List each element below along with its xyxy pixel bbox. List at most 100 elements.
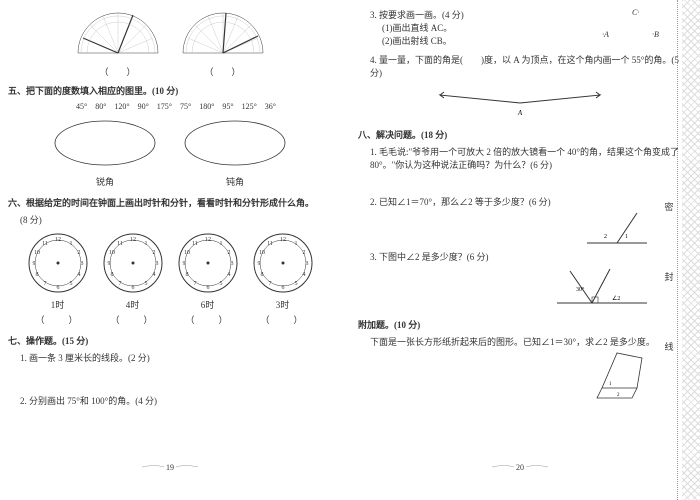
svg-text:9: 9 (257, 261, 260, 267)
svg-text:10: 10 (109, 250, 115, 256)
svg-text:7: 7 (43, 281, 46, 287)
pt-c: C· (632, 8, 639, 17)
obtuse-label: 钝角 (180, 175, 290, 188)
oval-acute: 锐角 (50, 118, 160, 188)
svg-text:4: 4 (302, 272, 305, 278)
section-7: 七、操作题。(15 分) 1. 画一条 3 厘米长的线段。(2 分) 2. 分别… (8, 334, 332, 407)
svg-text:3: 3 (230, 261, 233, 267)
svg-text:7: 7 (118, 281, 121, 287)
protractor-2: （ ） (178, 8, 268, 78)
svg-text:10: 10 (259, 250, 265, 256)
sec8-q3: 3. 下图中∠2 是多少度？(6 分) (370, 250, 682, 263)
svg-text:11: 11 (267, 241, 273, 247)
extra-q: 下面是一张长方形纸折起来后的图形。已知∠1＝30°，求∠2 是多少度。 (370, 335, 682, 348)
svg-text:20: 20 (516, 463, 524, 472)
svg-text:1: 1 (625, 234, 628, 240)
svg-text:11: 11 (42, 241, 48, 247)
svg-text:10: 10 (184, 250, 190, 256)
pt-b: ·B (652, 30, 659, 39)
clock-1: 121234567891011 1时 （ ） (25, 232, 90, 326)
svg-text:2: 2 (227, 250, 230, 256)
svg-text:5: 5 (294, 281, 297, 287)
svg-text:5: 5 (219, 281, 222, 287)
sec7-continued: 3. 按要求画一画。(4 分) (1)画出直线 AC。 (2)画出射线 CB。 … (358, 8, 682, 120)
sec6-points: (8 分) (20, 213, 332, 226)
clock-time: 4时 (100, 298, 165, 311)
sec7-title: 七、操作题。(15 分) (8, 334, 332, 347)
svg-text:∠2: ∠2 (612, 295, 620, 302)
clock-time: 6时 (175, 298, 240, 311)
sec8-title: 八、解决问题。(18 分) (358, 128, 682, 141)
svg-text:12: 12 (130, 237, 136, 243)
section-6: 六、根据给定的时间在钟面上画出时针和分针，看看时针和分针形成什么角。 (8 分)… (8, 196, 332, 326)
seal-mi: 密 (663, 200, 675, 213)
svg-text:8: 8 (185, 272, 188, 278)
svg-text:7: 7 (193, 281, 196, 287)
clock-time: 3时 (250, 298, 315, 311)
protractor-1: （ ） (73, 8, 163, 78)
svg-text:11: 11 (192, 241, 198, 247)
svg-text:6: 6 (281, 285, 284, 291)
svg-text:9: 9 (107, 261, 110, 267)
clocks-row: 121234567891011 1时 （ ） 121234567891011 4… (8, 232, 332, 326)
svg-text:2: 2 (77, 250, 80, 256)
pt-a: ·A (602, 30, 609, 39)
svg-text:9: 9 (182, 261, 185, 267)
points-diagram: C· ·A ·B (592, 8, 682, 47)
svg-text:9: 9 (32, 261, 35, 267)
section-extra: 附加题。(10 分) 下面是一张长方形纸折起来后的图形。已知∠1＝30°，求∠2… (358, 318, 682, 405)
page-left: （ ） （ ） 五、把下面的度数填入相应的图里。(10 分) 45° 80° 1… (0, 0, 340, 480)
q3a: (1)画出直线 AC。 (382, 21, 592, 34)
extra-title: 附加题。(10 分) (358, 318, 682, 331)
clock-time: 1时 (25, 298, 90, 311)
page-number-left: 19 (140, 459, 200, 476)
svg-text:12: 12 (55, 237, 61, 243)
clock-paren: （ ） (250, 313, 315, 326)
svg-text:11: 11 (117, 241, 123, 247)
q3: 3. 按要求画一画。(4 分) (370, 8, 592, 21)
clock-4: 121234567891011 4时 （ ） (100, 232, 165, 326)
svg-text:3: 3 (155, 261, 158, 267)
svg-text:4: 4 (152, 272, 155, 278)
angle-list: 45° 80° 120° 90° 175° 75° 180° 95° 125° … (20, 101, 332, 112)
page-number-right: 20 (490, 459, 550, 476)
page-right: 3. 按要求画一画。(4 分) (1)画出直线 AC。 (2)画出射线 CB。 … (350, 0, 690, 480)
clock-3: 121234567891011 3时 （ ） (250, 232, 315, 326)
svg-text:8: 8 (110, 272, 113, 278)
svg-text:8: 8 (260, 272, 263, 278)
paren-label: （ ） (73, 65, 163, 78)
svg-text:3: 3 (305, 261, 308, 267)
angle2-diagram: 12 (358, 208, 682, 250)
fold-diagram: 21 (358, 348, 682, 405)
clock-6: 121234567891011 6时 （ ） (175, 232, 240, 326)
clock-paren: （ ） (100, 313, 165, 326)
svg-text:A: A (517, 109, 523, 117)
svg-text:4: 4 (77, 272, 80, 278)
sec8-q1: 1. 毛毛说:"爷爷用一个可放大 2 倍的放大镜看一个 40°的角，结果这个角变… (370, 145, 682, 171)
svg-text:2: 2 (604, 234, 607, 240)
svg-text:1: 1 (219, 241, 222, 247)
svg-text:12: 12 (205, 237, 211, 243)
q3b: (2)画出射线 CB。 (382, 34, 592, 47)
q4: 4. 量一量，下面的角是( )度，以 A 为顶点，在这个角内画一个 55°的角。… (370, 53, 682, 79)
svg-text:2: 2 (152, 250, 155, 256)
svg-text:1: 1 (144, 241, 147, 247)
svg-text:7: 7 (268, 281, 271, 287)
angle3-diagram: 30°∠2 (358, 263, 682, 310)
svg-text:4: 4 (227, 272, 230, 278)
seal-feng: 封 (663, 270, 675, 283)
svg-text:12: 12 (280, 237, 286, 243)
section-8: 八、解决问题。(18 分) 1. 毛毛说:"爷爷用一个可放大 2 倍的放大镜看一… (358, 128, 682, 310)
protractors-row: （ ） （ ） (8, 8, 332, 78)
svg-text:10: 10 (34, 250, 40, 256)
angle-A-diagram: A (358, 83, 682, 120)
svg-text:6: 6 (206, 285, 209, 291)
svg-text:6: 6 (131, 285, 134, 291)
sec5-title: 五、把下面的度数填入相应的图里。(10 分) (8, 84, 332, 97)
svg-text:1: 1 (609, 382, 612, 387)
ovals-row: 锐角 钝角 (8, 118, 332, 188)
clock-paren: （ ） (25, 313, 90, 326)
pagenum-text: 19 (166, 463, 174, 472)
svg-text:2: 2 (617, 393, 620, 398)
right-margin-pattern (682, 0, 700, 500)
